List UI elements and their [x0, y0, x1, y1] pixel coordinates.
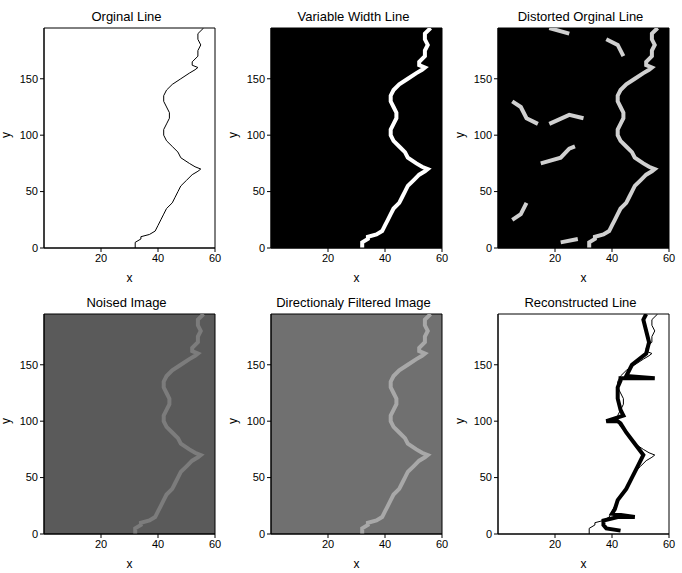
- svg-text:100: 100: [247, 415, 265, 427]
- svg-text:y: y: [227, 418, 240, 424]
- svg-text:20: 20: [95, 252, 107, 264]
- svg-text:40: 40: [606, 252, 618, 264]
- svg-text:0: 0: [486, 242, 492, 254]
- html-text:Directionaly Filtered Image: Directionaly Filtered Image: [276, 295, 431, 310]
- svg-text:0: 0: [259, 528, 265, 540]
- svg-text:20: 20: [95, 538, 107, 550]
- svg-text:0: 0: [32, 528, 38, 540]
- svg-text:x: x: [354, 557, 360, 571]
- svg-text:60: 60: [209, 538, 221, 550]
- svg-text:50: 50: [253, 471, 265, 483]
- svg-text:50: 50: [480, 185, 492, 197]
- svg-text:60: 60: [663, 538, 675, 550]
- svg-text:0: 0: [259, 242, 265, 254]
- svg-text:150: 150: [474, 73, 492, 85]
- svg-text:50: 50: [253, 185, 265, 197]
- svg-text:x: x: [354, 271, 360, 285]
- html-text:Orginal Line: Orginal Line: [91, 9, 162, 24]
- svg-text:60: 60: [436, 538, 448, 550]
- svg-text:100: 100: [20, 415, 38, 427]
- svg-text:y: y: [227, 132, 240, 138]
- svg-text:100: 100: [474, 129, 492, 141]
- svg-text:100: 100: [20, 129, 38, 141]
- svg-text:60: 60: [663, 252, 675, 264]
- svg-text:y: y: [0, 418, 13, 424]
- html-text:Distorted Orginal Line: Distorted Orginal Line: [517, 9, 644, 24]
- svg-text:40: 40: [606, 538, 618, 550]
- svg-text:150: 150: [20, 73, 38, 85]
- svg-text:x: x: [581, 557, 587, 571]
- svg-text:50: 50: [480, 471, 492, 483]
- svg-text:20: 20: [322, 538, 334, 550]
- svg-text:0: 0: [486, 528, 492, 540]
- svg-text:50: 50: [26, 471, 38, 483]
- svg-text:y: y: [454, 132, 467, 138]
- svg-text:y: y: [0, 132, 13, 138]
- svg-text:0: 0: [32, 242, 38, 254]
- svg-text:60: 60: [436, 252, 448, 264]
- svg-text:150: 150: [247, 359, 265, 371]
- svg-text:x: x: [581, 271, 587, 285]
- svg-text:40: 40: [152, 538, 164, 550]
- svg-text:20: 20: [549, 252, 561, 264]
- svg-text:x: x: [127, 271, 133, 285]
- svg-text:150: 150: [474, 359, 492, 371]
- svg-text:60: 60: [209, 252, 221, 264]
- svg-text:50: 50: [26, 185, 38, 197]
- svg-text:20: 20: [549, 538, 561, 550]
- html-text:Noised Image: Noised Image: [86, 295, 167, 310]
- html-text:Variable Width Line: Variable Width Line: [297, 9, 410, 24]
- html-text:Reconstructed Line: Reconstructed Line: [524, 295, 637, 310]
- svg-text:40: 40: [152, 252, 164, 264]
- svg-text:x: x: [127, 557, 133, 571]
- svg-text:150: 150: [20, 359, 38, 371]
- svg-text:100: 100: [247, 129, 265, 141]
- svg-text:40: 40: [379, 252, 391, 264]
- svg-text:150: 150: [247, 73, 265, 85]
- svg-text:100: 100: [474, 415, 492, 427]
- svg-text:y: y: [454, 418, 467, 424]
- svg-text:20: 20: [322, 252, 334, 264]
- svg-text:40: 40: [379, 538, 391, 550]
